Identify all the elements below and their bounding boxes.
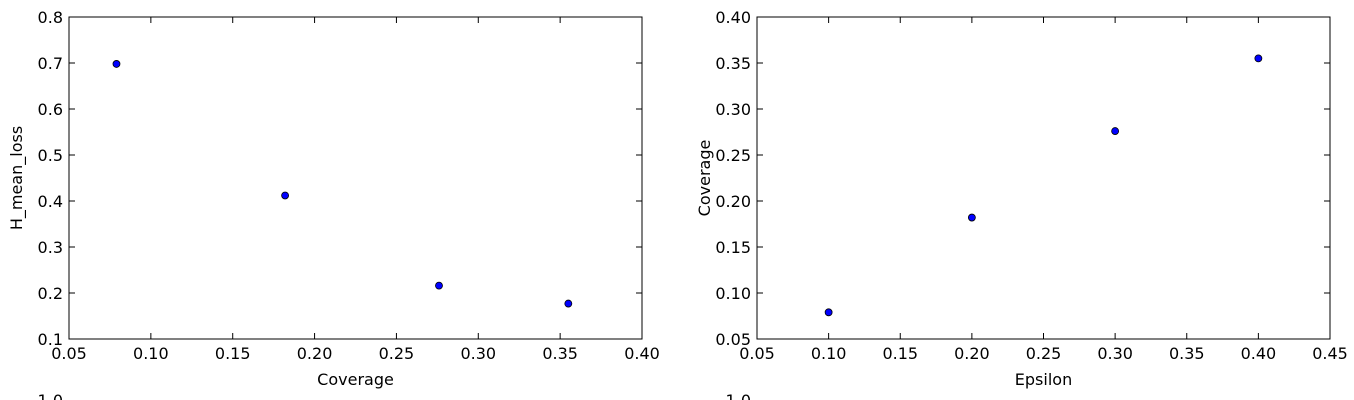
chart2-lower-chart-tick-label: 1.0 [726, 391, 751, 400]
chart1-x-tick-label: 0.15 [215, 344, 251, 363]
chart1-x-tick-label: 0.20 [297, 344, 333, 363]
chart2-x-tick-label: 0.45 [1312, 344, 1348, 363]
chart2-y-tick-label: 0.05 [715, 330, 751, 349]
chart2-x-tick-label: 0.40 [1241, 344, 1277, 363]
chart1-y-tick-label: 0.1 [38, 330, 63, 349]
chart1-x-tick-label: 0.05 [51, 344, 87, 363]
chart2-x-tick-label: 0.20 [954, 344, 990, 363]
chart2-data-point [1111, 127, 1120, 135]
chart2-x-tick-label: 0.05 [739, 344, 775, 363]
chart2-y-tick-label: 0.25 [715, 146, 751, 165]
chart2-x-tick-label: 0.35 [1169, 344, 1205, 363]
chart2-x-tick-label: 0.10 [811, 344, 847, 363]
chart2-y-axis-title: Coverage [695, 140, 714, 217]
chart2-plot-frame [756, 16, 1331, 340]
chart1-y-tick-label: 0.2 [38, 284, 63, 303]
chart1-y-tick-label: 0.4 [38, 192, 63, 211]
chart1-data-point [564, 299, 573, 308]
chart1-lower-chart-tick-label: 1.0 [38, 391, 63, 400]
chart2-data-point [824, 308, 833, 317]
chart2-x-tick-label: 0.15 [882, 344, 918, 363]
chart1-x-tick-label: 0.30 [460, 344, 496, 363]
chart1-plot-frame [68, 16, 643, 340]
chart2-y-tick-label: 0.20 [715, 192, 751, 211]
chart1-data-point [435, 281, 443, 290]
chart2-y-tick-label: 0.40 [715, 8, 751, 27]
chart1-data-point [281, 191, 290, 200]
chart2-y-tick-label: 0.35 [715, 54, 751, 73]
chart1-x-tick-label: 0.40 [624, 344, 660, 363]
chart1-y-tick-label: 0.6 [38, 100, 63, 119]
chart1-y-tick-label: 0.3 [38, 238, 63, 257]
chart1-y-tick-label: 0.5 [38, 146, 63, 165]
chart2-y-tick-label: 0.10 [715, 284, 751, 303]
chart2-data-point [1254, 54, 1263, 63]
chart1-y-tick-label: 0.7 [38, 54, 63, 73]
chart2-y-tick-label: 0.15 [715, 238, 751, 257]
chart2-x-axis-title: Epsilon [1015, 370, 1072, 389]
chart2-data-point [967, 213, 976, 222]
chart1-y-axis-title: H_mean_loss [7, 126, 27, 230]
chart2-y-tick-label: 0.30 [715, 100, 751, 119]
chart1-y-tick-label: 0.8 [38, 8, 63, 27]
chart1-x-tick-label: 0.35 [542, 344, 578, 363]
chart1-x-tick-label: 0.10 [133, 344, 169, 363]
chart1-data-point [112, 60, 121, 68]
chart1-x-axis-title: Coverage [317, 370, 394, 389]
chart1-x-tick-label: 0.25 [379, 344, 415, 363]
chart2-x-tick-label: 0.25 [1026, 344, 1062, 363]
chart2-x-tick-label: 0.30 [1097, 344, 1133, 363]
